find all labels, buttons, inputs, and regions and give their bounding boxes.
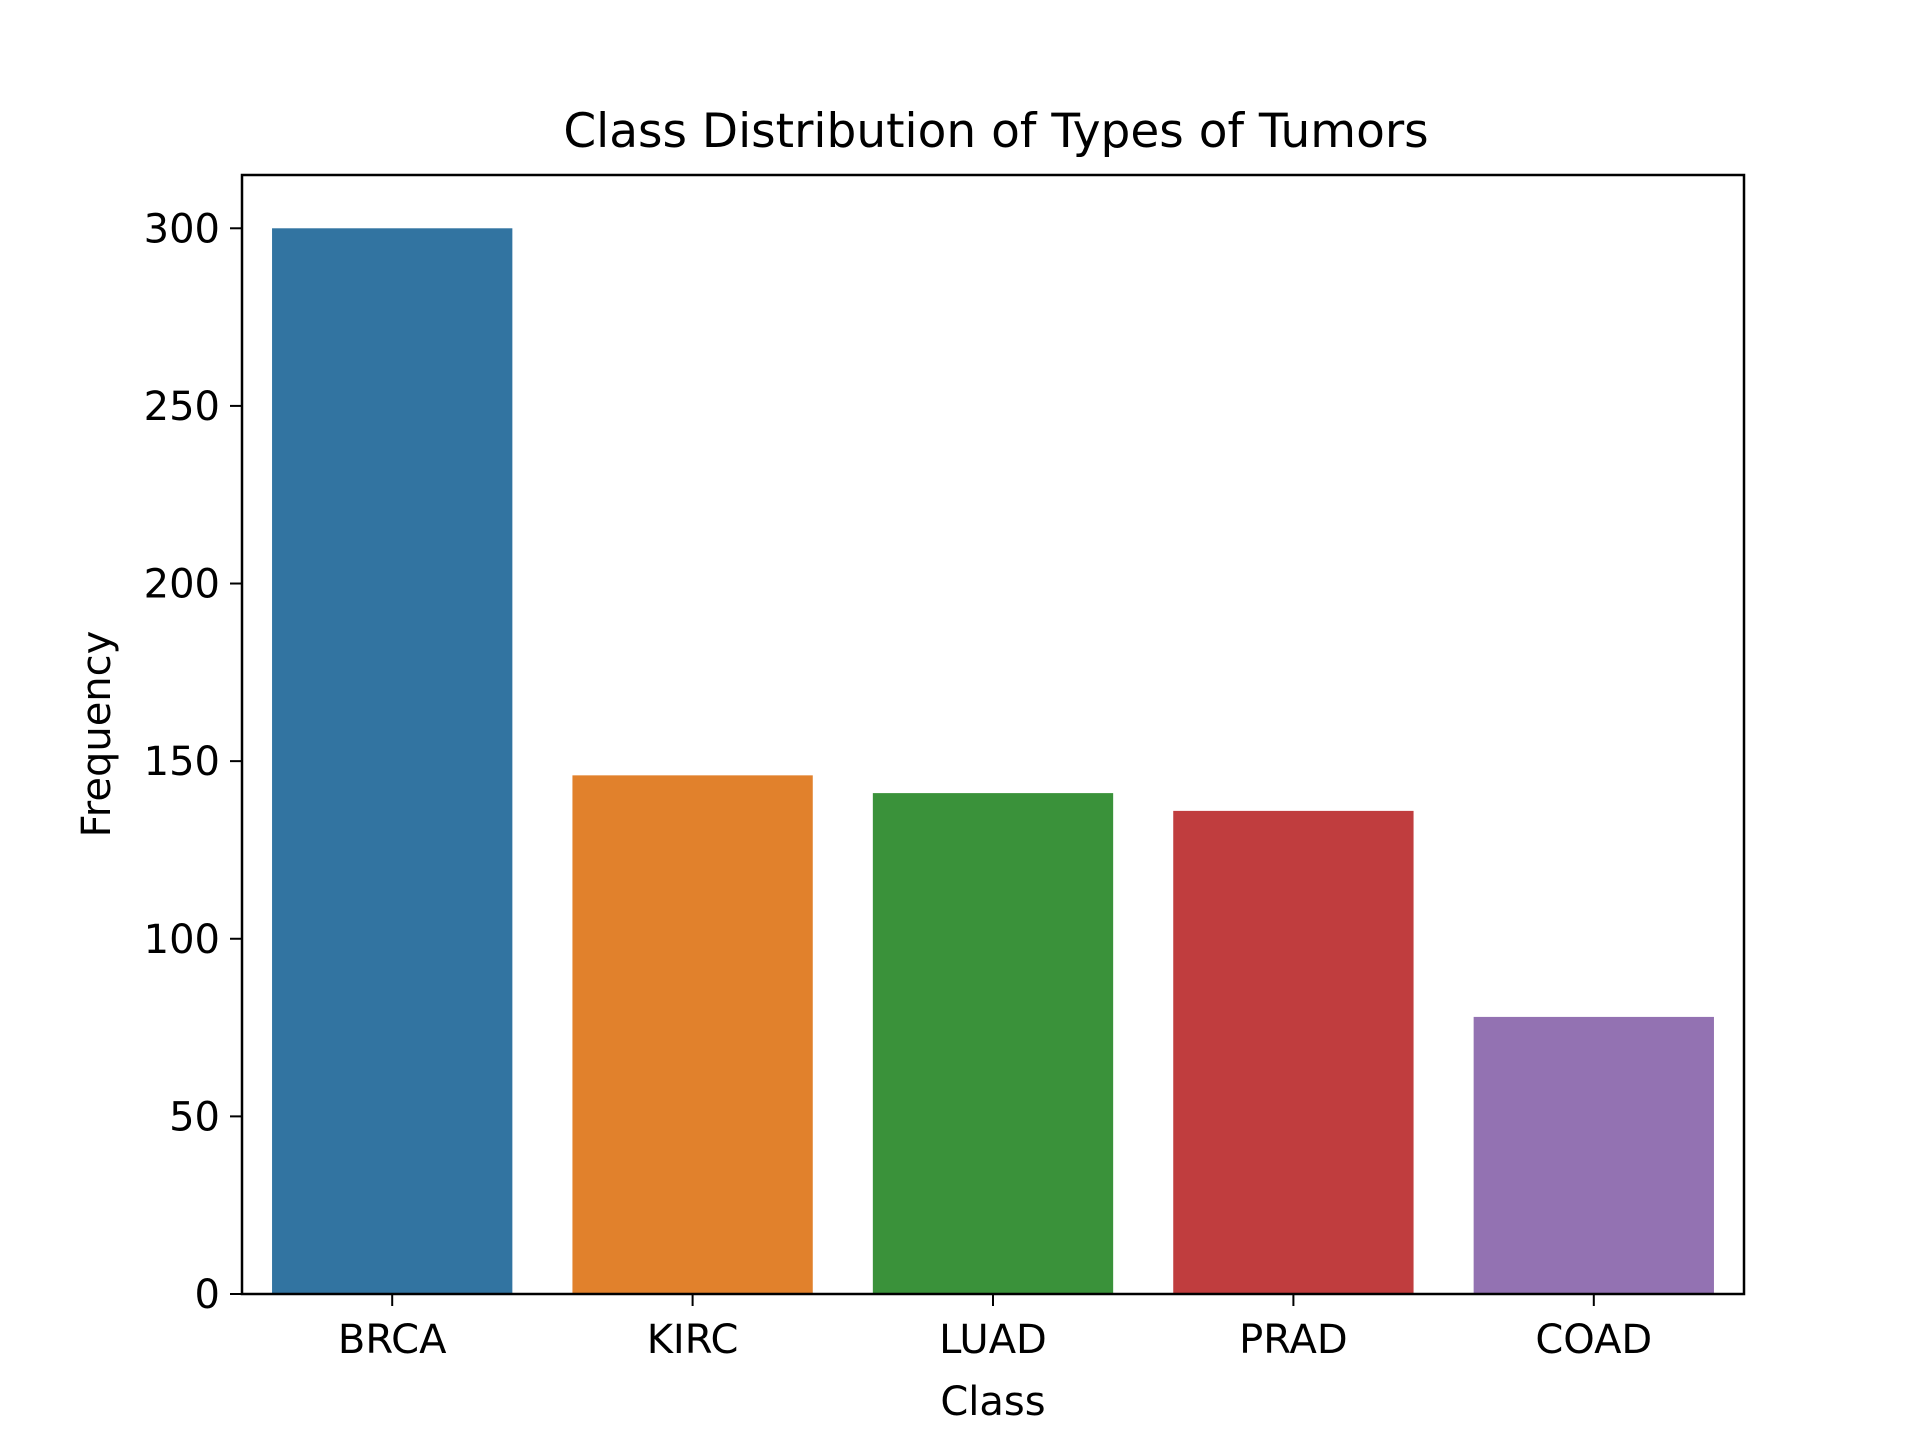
x-axis-title: Class (940, 1379, 1045, 1425)
y-axis: 0 50 100 150 200 250 300 (144, 206, 242, 1318)
x-tick-label: LUAD (939, 1317, 1047, 1363)
y-axis-title: Frequency (74, 631, 120, 838)
bar-kirc (572, 775, 813, 1294)
chart-title: Class Distribution of Types of Tumors (563, 104, 1428, 159)
x-tick-label: KIRC (647, 1317, 739, 1363)
y-tick-label: 200 (144, 562, 220, 608)
bars-group (272, 228, 1714, 1294)
y-tick-label: 100 (144, 917, 220, 963)
bar-brca (272, 228, 513, 1294)
x-axis: BRCA KIRC LUAD PRAD COAD (338, 1294, 1652, 1363)
bar-prad (1173, 810, 1414, 1294)
y-tick-label: 250 (144, 384, 220, 430)
x-tick-label: COAD (1535, 1317, 1652, 1363)
bar-coad (1473, 1016, 1714, 1294)
y-tick-label: 300 (144, 206, 220, 252)
y-tick-label: 150 (144, 739, 220, 785)
x-tick-label: PRAD (1239, 1317, 1347, 1363)
y-tick-label: 0 (195, 1272, 220, 1318)
x-tick-label: BRCA (338, 1317, 447, 1363)
y-tick-label: 50 (169, 1094, 220, 1140)
bar-luad (872, 793, 1114, 1294)
